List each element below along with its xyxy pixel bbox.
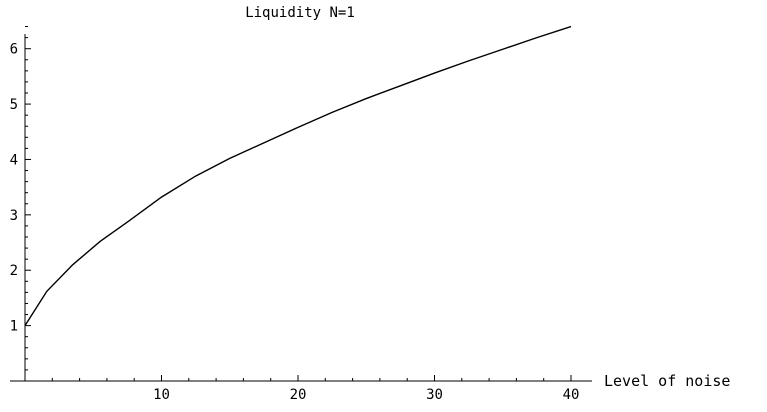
x-axis-label: Level of noise — [604, 372, 730, 390]
series-line — [24, 25, 572, 326]
y-tick-label: 5 — [10, 97, 18, 113]
x-tick-label: 10 — [153, 387, 170, 403]
x-tick-label: 20 — [290, 387, 307, 403]
y-tick-label: 3 — [10, 208, 18, 224]
x-tick-label: 40 — [563, 387, 580, 403]
y-tick-label: 6 — [10, 42, 18, 58]
chart-title: Liquidity N=1 — [245, 5, 355, 21]
tick-labels: 10 20 30 40 1 2 3 4 5 6 — [10, 42, 580, 403]
x-tick-label: 30 — [426, 387, 443, 403]
y-tick-label: 4 — [10, 152, 18, 168]
y-tick-label: 2 — [10, 263, 18, 279]
axis-ticks — [25, 26, 572, 381]
y-tick-label: 1 — [10, 319, 18, 335]
